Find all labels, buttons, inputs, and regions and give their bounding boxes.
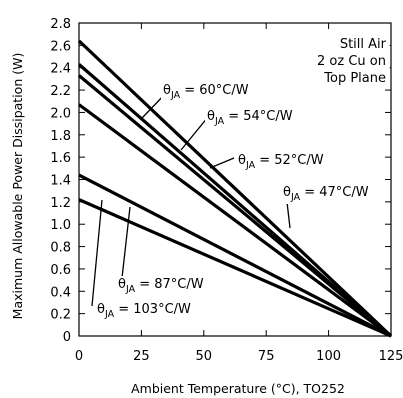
series-label-text-4: θJA = 87°C/W: [118, 277, 204, 295]
series-label-text-5: θJA = 103°C/W: [97, 302, 191, 320]
label-value: = 87°C/W: [135, 277, 204, 292]
y-tick-label: 0: [63, 330, 71, 345]
series-line-3: [78, 103, 392, 338]
label-value: = 103°C/W: [114, 302, 191, 317]
series-line-0: [77, 39, 393, 338]
subscript-ja: JA: [104, 309, 115, 320]
y-tick-label: 2.8: [50, 17, 71, 32]
series-label-text-0: θJA = 60°C/W: [163, 83, 249, 101]
series-label-text-2: θJA = 52°C/W: [238, 153, 324, 171]
y-tick-label: 0.8: [50, 241, 71, 256]
theta-symbol: θ: [97, 302, 105, 317]
series-label-text-3: θJA = 47°C/W: [283, 185, 369, 203]
label-background: [95, 301, 194, 321]
series-label-5: θJA = 103°C/W: [95, 301, 194, 321]
series-label-4: θJA = 87°C/W: [116, 276, 206, 296]
y-tick-label: 2.2: [50, 84, 71, 99]
series-label-text-1: θJA = 54°C/W: [207, 109, 293, 127]
x-tick-label: 75: [258, 349, 275, 364]
leader-line-3: [286, 201, 291, 229]
theta-symbol: θ: [283, 185, 291, 200]
label-background: [281, 184, 371, 204]
leader-line-4: [121, 206, 131, 279]
series-label-3: θJA = 47°C/W: [281, 184, 371, 204]
series-line-2: [77, 74, 393, 338]
annotation-line-3: Top Plane: [323, 71, 386, 86]
label-value: = 52°C/W: [255, 153, 324, 168]
annotation-background: [314, 36, 390, 87]
y-tick-label: 1.6: [50, 151, 71, 166]
series-line-5: [78, 198, 392, 338]
theta-symbol: θ: [238, 153, 246, 168]
y-tick-label: 2.4: [50, 62, 71, 77]
x-tick-label: 25: [133, 349, 150, 364]
y-tick-label: 1.4: [50, 174, 71, 189]
x-tick-label: 50: [196, 349, 213, 364]
label-background: [116, 276, 206, 296]
subscript-ja: JA: [214, 116, 225, 127]
subscript-ja: JA: [170, 90, 181, 101]
y-tick-label: 1.8: [50, 129, 71, 144]
label-background: [236, 152, 326, 172]
leader-line-1: [180, 116, 209, 151]
subscript-ja: JA: [290, 192, 301, 203]
x-tick-label: 125: [379, 349, 403, 364]
y-tick-label: 0.4: [50, 285, 71, 300]
annotation-line-1: Still Air: [340, 37, 387, 52]
series-label-2: θJA = 52°C/W: [236, 152, 326, 172]
y-tick-label: 2.6: [50, 39, 71, 54]
leader-line-5: [91, 199, 103, 307]
x-tick-label: 0: [75, 349, 83, 364]
y-tick-label: 1.2: [50, 196, 71, 211]
theta-symbol: θ: [207, 109, 215, 124]
annotation-line-2: 2 oz Cu on: [317, 54, 386, 69]
leader-line-2: [209, 157, 235, 169]
series-label-0: θJA = 60°C/W: [161, 82, 251, 102]
y-tick-label: 1.0: [50, 218, 71, 233]
x-tick-label: 100: [316, 349, 341, 364]
y-tick-label: 2.0: [50, 106, 71, 121]
conditions-annotation: Still Air 2 oz Cu on Top Plane: [314, 36, 390, 87]
y-axis-label: Maximum Allowable Power Dissipation (W): [10, 53, 25, 320]
y-tick-label: 0.2: [50, 308, 71, 323]
label-value: = 60°C/W: [180, 83, 249, 98]
theta-symbol: θ: [163, 83, 171, 98]
label-background: [161, 82, 251, 102]
series-lines: [77, 39, 393, 338]
label-value: = 47°C/W: [300, 185, 369, 200]
axes: 0 0.2 0.4 0.6 0.8 1.0 1.2 1.4 1.6 1.8 2.0 2.2 2.4 2.6…: [50, 17, 403, 364]
subscript-ja: JA: [125, 284, 136, 295]
label-value: = 54°C/W: [224, 109, 293, 124]
subscript-ja: JA: [245, 160, 256, 171]
theta-symbol: θ: [118, 277, 126, 292]
series-label-1: θJA = 54°C/W: [205, 108, 295, 128]
x-axis-label: Ambient Temperature (°C), TO252: [131, 381, 345, 396]
label-background: [205, 108, 295, 128]
series-line-4: [78, 173, 392, 338]
y-tick-label: 0.6: [50, 263, 71, 278]
